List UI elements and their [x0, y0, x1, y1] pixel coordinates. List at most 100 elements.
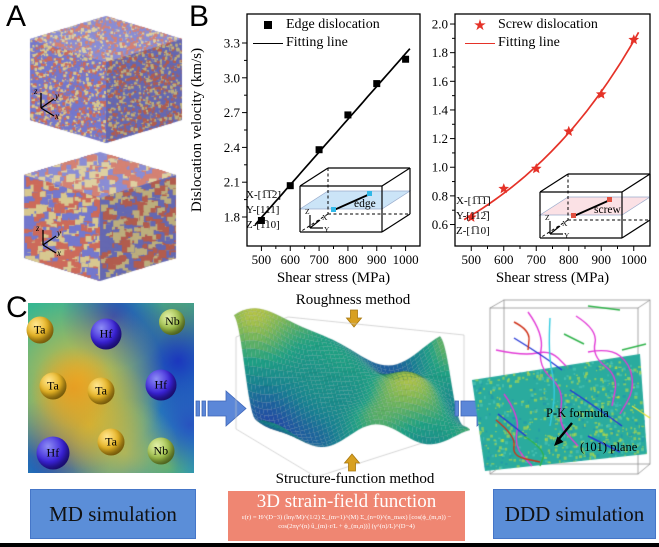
- svg-text:2.4: 2.4: [224, 140, 241, 155]
- star-marker-icon: ★: [473, 15, 487, 34]
- svg-text:500: 500: [252, 252, 272, 267]
- crystal-axis-y: Y-[111]: [246, 204, 280, 216]
- figure-bottom-rule: [0, 543, 659, 547]
- pk-formula-label: P-K formula: [546, 406, 609, 420]
- cube-axis-triad: z yx: [35, 223, 61, 258]
- svg-text:2.7: 2.7: [224, 105, 241, 120]
- atom-Nb: Nb: [159, 308, 186, 335]
- plane-label: (101) plane: [580, 440, 638, 454]
- ddd-simulation-plot: [470, 294, 658, 486]
- edge-chart-legend: Edge dislocation Fitting line: [250, 16, 380, 52]
- svg-text:1.2: 1.2: [432, 131, 448, 146]
- atom-Ta: Ta: [39, 372, 67, 400]
- crystal-axis-z: Z-[1̅10]: [246, 219, 280, 231]
- atom-Hf: Hf: [36, 436, 70, 470]
- md-contour-map: Ta Hf Nb Ta Ta Hf Hf Ta Nb: [26, 303, 194, 473]
- svg-text:0.6: 0.6: [432, 217, 449, 232]
- svg-text:3.3: 3.3: [224, 36, 240, 51]
- panel-c-label: C: [6, 291, 28, 324]
- screw-dislocation-chart: 500 600 700 800 900 1000 0.6 0.8 1.0 1.2 1.4 1.6 1.8…: [420, 4, 659, 288]
- pk-arrow-icon: [554, 422, 573, 446]
- svg-text:1.6: 1.6: [432, 74, 449, 89]
- svg-text:Y: Y: [324, 225, 330, 234]
- svg-text:600: 600: [494, 252, 514, 267]
- svg-text:z: z: [35, 223, 40, 233]
- crystal-axis-y: Y-[112̅]: [456, 210, 490, 222]
- alloy-cube-random: [22, 11, 190, 147]
- atom-Hf: Hf: [145, 369, 177, 401]
- panel-a-label: A: [6, 0, 27, 33]
- svg-text:Y: Y: [564, 231, 570, 240]
- screw-crystal-axes: X-[1̅1̅1̅] Y-[112̅] Z-[1̅10]: [456, 194, 491, 239]
- svg-text:1.0: 1.0: [432, 160, 448, 175]
- svg-text:900: 900: [367, 252, 387, 267]
- screw-inset-diagram: screw Z XY: [538, 173, 652, 240]
- svg-text:800: 800: [559, 252, 579, 267]
- edge-chart-plot: 500 600 700 800 900 1000 1.8 2.1 2.4 2.7 3.0 3.3 She…: [189, 13, 421, 286]
- legend-label: Fitting line: [286, 35, 348, 50]
- crystal-axis-z: Z-[1̅10]: [456, 225, 490, 237]
- screw-chart-plot: 500 600 700 800 900 1000 0.6 0.8 1.0 1.2 1.4 1.6 1.8…: [432, 13, 651, 286]
- svg-text:X: X: [322, 213, 328, 222]
- svg-text:0.8: 0.8: [432, 188, 448, 203]
- svg-text:800: 800: [338, 252, 358, 267]
- svg-text:1000: 1000: [621, 252, 647, 267]
- legend-label: Edge dislocation: [286, 17, 380, 32]
- atom-Ta: Ta: [26, 316, 54, 344]
- atom-layer: Ta Hf Nb Ta Ta Hf Hf Ta Nb: [26, 303, 194, 473]
- edge-crystal-axes: X-[1̅1̅2] Y-[111] Z-[1̅10]: [246, 188, 281, 233]
- md-simulation-caption: MD simulation: [30, 489, 196, 539]
- atom-Ta: Ta: [97, 428, 125, 456]
- square-marker-icon: [264, 21, 272, 29]
- cube-axis-triad: z yx: [33, 86, 59, 121]
- up-arrow-icon: [343, 453, 361, 472]
- crystal-axis-x: X-[1̅1̅1̅]: [456, 195, 491, 207]
- legend-item: Fitting line: [250, 34, 380, 52]
- svg-text:Z: Z: [305, 207, 310, 216]
- legend-label: Fitting line: [498, 35, 560, 50]
- svg-text:700: 700: [309, 252, 329, 267]
- edge-inset-diagram: edge Z XY: [298, 167, 412, 234]
- svg-text:edge: edge: [354, 198, 376, 210]
- svg-text:x: x: [54, 111, 59, 121]
- atom-Hf: Hf: [90, 318, 122, 350]
- svg-text:screw: screw: [594, 204, 622, 216]
- svg-text:900: 900: [592, 252, 612, 267]
- structure-function-method-label: Structure-function method: [275, 471, 435, 487]
- svg-text:Shear stress (MPa): Shear stress (MPa): [496, 270, 609, 286]
- atom-Ta: Ta: [87, 377, 115, 405]
- alloy-cube-sro: [16, 147, 184, 285]
- crystal-axis-x: X-[1̅1̅2]: [246, 189, 282, 201]
- svg-text:1.4: 1.4: [432, 102, 449, 117]
- svg-text:1.8: 1.8: [432, 45, 448, 60]
- svg-text:X: X: [562, 219, 568, 228]
- svg-text:500: 500: [462, 252, 482, 267]
- edge-dislocation-chart: 500 600 700 800 900 1000 1.8 2.1 2.4 2.7 3.0 3.3 She…: [186, 4, 430, 288]
- screw-chart-legend: ★ Screw dislocation Fitting line: [462, 16, 598, 52]
- svg-text:Shear stress (MPa): Shear stress (MPa): [277, 270, 390, 286]
- ddd-simulation-caption: DDD simulation: [493, 489, 656, 539]
- atom-Nb: Nb: [147, 437, 175, 465]
- legend-item: ★ Screw dislocation: [462, 16, 598, 34]
- roughness-surface-plot: [224, 307, 470, 483]
- svg-text:2.1: 2.1: [224, 175, 240, 190]
- svg-text:3.0: 3.0: [224, 70, 240, 85]
- equation-body: ε(r) = H^(D−3) (lnγ/M)^(1/2) Σ_(m=1)^(M)…: [241, 514, 452, 531]
- svg-text:600: 600: [281, 252, 301, 267]
- svg-text:700: 700: [527, 252, 547, 267]
- svg-text:x: x: [56, 248, 61, 258]
- line-sample-icon: [253, 42, 283, 44]
- svg-text:Dislocation velocity (km/s): Dislocation velocity (km/s): [189, 48, 205, 212]
- legend-label: Screw dislocation: [498, 17, 598, 32]
- svg-text:y: y: [56, 228, 61, 238]
- svg-text:1.8: 1.8: [224, 210, 240, 225]
- line-sample-icon: [465, 42, 495, 44]
- panel-b-label: B: [189, 0, 210, 33]
- svg-text:y: y: [54, 91, 59, 101]
- svg-text:2.0: 2.0: [432, 17, 448, 32]
- svg-text:1000: 1000: [393, 252, 419, 267]
- legend-item: Fitting line: [462, 34, 598, 52]
- svg-text:Z: Z: [545, 213, 550, 222]
- svg-text:z: z: [33, 86, 38, 96]
